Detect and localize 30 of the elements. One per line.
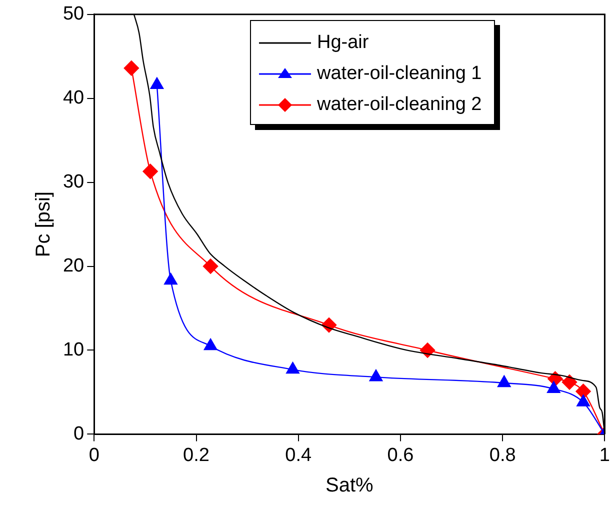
y-axis-title: Pc [psi] [32, 192, 55, 258]
point [369, 370, 383, 382]
legend-label: water-oil-cleaning 1 [317, 62, 482, 84]
y-tick-label: 20 [62, 256, 84, 277]
point [124, 60, 140, 76]
point [204, 338, 218, 350]
x-axis-title: Sat% [326, 474, 374, 497]
x-tick-label: 0 [88, 444, 100, 466]
x-tick-label: 0.2 [183, 444, 210, 466]
x-tick-label: 0.6 [387, 444, 414, 466]
point [576, 384, 591, 399]
x-tick-label: 0.4 [285, 444, 312, 466]
point [576, 394, 590, 406]
y-tick-label: 50 [62, 4, 84, 25]
point [497, 375, 511, 388]
x-tick-label: 1 [599, 444, 610, 466]
x-tick-label: 0.8 [489, 444, 516, 466]
legend-label: water-oil-cleaning 2 [317, 94, 482, 116]
y-tick-label: 0 [74, 423, 84, 444]
point [164, 272, 178, 285]
point [562, 374, 578, 390]
point [142, 164, 158, 180]
point [286, 362, 300, 374]
y-tick-label: 30 [62, 172, 84, 193]
y-tick-label: 40 [62, 88, 84, 109]
point [420, 342, 436, 358]
y-tick-label: 10 [62, 339, 84, 360]
legend-label: Hg-air [317, 32, 369, 54]
point [202, 258, 218, 274]
point [546, 381, 560, 393]
